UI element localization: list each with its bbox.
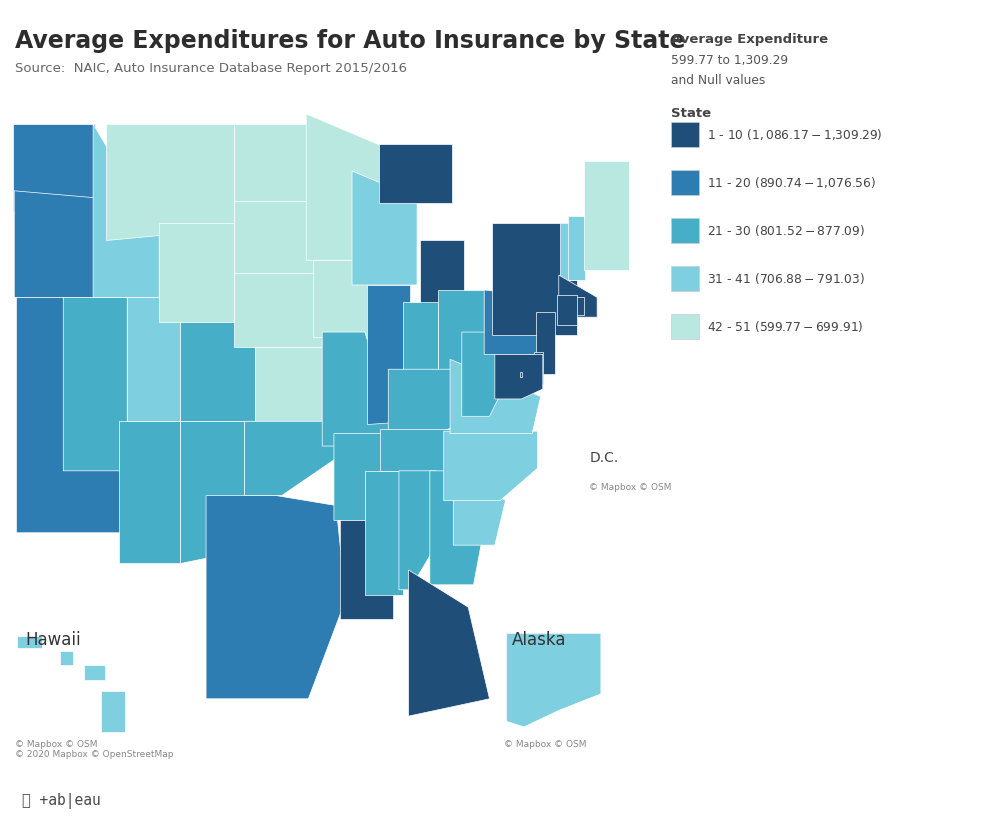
Text: 599.77 to 1,309.29: 599.77 to 1,309.29 [671, 54, 788, 67]
Text: ⌗ +ab|eau: ⌗ +ab|eau [22, 793, 101, 809]
Polygon shape [159, 223, 234, 322]
Polygon shape [234, 124, 309, 201]
Polygon shape [409, 570, 490, 716]
Polygon shape [534, 352, 542, 384]
Polygon shape [462, 332, 514, 416]
Polygon shape [352, 171, 417, 285]
Polygon shape [520, 372, 522, 377]
Text: Alaska: Alaska [511, 631, 566, 649]
Text: Source:  NAIC, Auto Insurance Database Report 2015/2016: Source: NAIC, Auto Insurance Database Re… [15, 62, 407, 75]
Polygon shape [101, 691, 125, 732]
Polygon shape [127, 297, 181, 421]
Text: Average Expenditure: Average Expenditure [671, 33, 828, 46]
Polygon shape [181, 322, 255, 421]
Polygon shape [568, 216, 585, 280]
Polygon shape [559, 223, 580, 280]
Polygon shape [84, 666, 105, 680]
Text: Average Expenditures for Auto Insurance by State: Average Expenditures for Auto Insurance … [15, 29, 685, 53]
Polygon shape [341, 520, 394, 620]
Text: © 2020 Mapbox © OpenStreetMap: © 2020 Mapbox © OpenStreetMap [15, 750, 174, 759]
Polygon shape [558, 275, 597, 317]
Polygon shape [206, 496, 346, 699]
Text: © Mapbox © OSM: © Mapbox © OSM [504, 740, 587, 749]
Text: © Mapbox © OSM: © Mapbox © OSM [15, 740, 98, 749]
Polygon shape [439, 290, 485, 387]
Polygon shape [16, 297, 126, 533]
Polygon shape [444, 431, 537, 501]
Polygon shape [556, 295, 576, 325]
Polygon shape [365, 471, 404, 595]
Polygon shape [379, 144, 453, 203]
Polygon shape [323, 332, 393, 446]
Text: Hawaii: Hawaii [25, 631, 81, 649]
Polygon shape [495, 354, 542, 399]
Polygon shape [506, 634, 601, 727]
Polygon shape [430, 471, 481, 585]
Text: 21 - 30 ($801.52 - $877.09): 21 - 30 ($801.52 - $877.09) [707, 223, 865, 238]
Text: 42 - 51 ($599.77 - $699.91): 42 - 51 ($599.77 - $699.91) [707, 319, 864, 334]
Polygon shape [584, 161, 629, 270]
Polygon shape [119, 421, 181, 563]
Polygon shape [313, 260, 373, 337]
Polygon shape [14, 191, 101, 297]
Polygon shape [307, 114, 389, 260]
Text: 1 - 10 ($1,086.17 - $1,309.29): 1 - 10 ($1,086.17 - $1,309.29) [707, 127, 883, 142]
Polygon shape [245, 421, 336, 496]
Polygon shape [17, 636, 42, 648]
Polygon shape [63, 297, 127, 471]
Polygon shape [485, 290, 546, 354]
Polygon shape [454, 466, 505, 545]
Text: State: State [671, 107, 711, 121]
Polygon shape [13, 124, 95, 211]
Polygon shape [492, 223, 576, 335]
Polygon shape [181, 421, 245, 563]
Polygon shape [451, 359, 540, 434]
Polygon shape [367, 285, 410, 424]
Polygon shape [399, 471, 437, 590]
Text: 31 - 41 ($706.88 - $791.03): 31 - 41 ($706.88 - $791.03) [707, 271, 865, 286]
Text: 11 - 20 ($890.74 - $1,076.56): 11 - 20 ($890.74 - $1,076.56) [707, 175, 876, 190]
Polygon shape [234, 273, 326, 347]
Text: D.C.: D.C. [589, 452, 618, 465]
Polygon shape [421, 240, 464, 305]
Polygon shape [380, 429, 473, 471]
Polygon shape [93, 124, 159, 297]
Polygon shape [234, 201, 314, 273]
Polygon shape [575, 297, 584, 315]
Polygon shape [255, 347, 334, 421]
Polygon shape [106, 124, 234, 240]
Polygon shape [60, 651, 73, 666]
Text: © Mapbox © OSM: © Mapbox © OSM [589, 483, 672, 492]
Polygon shape [404, 302, 439, 401]
Text: and Null values: and Null values [671, 74, 765, 88]
Polygon shape [536, 312, 554, 374]
Polygon shape [389, 369, 470, 434]
Polygon shape [334, 434, 388, 520]
